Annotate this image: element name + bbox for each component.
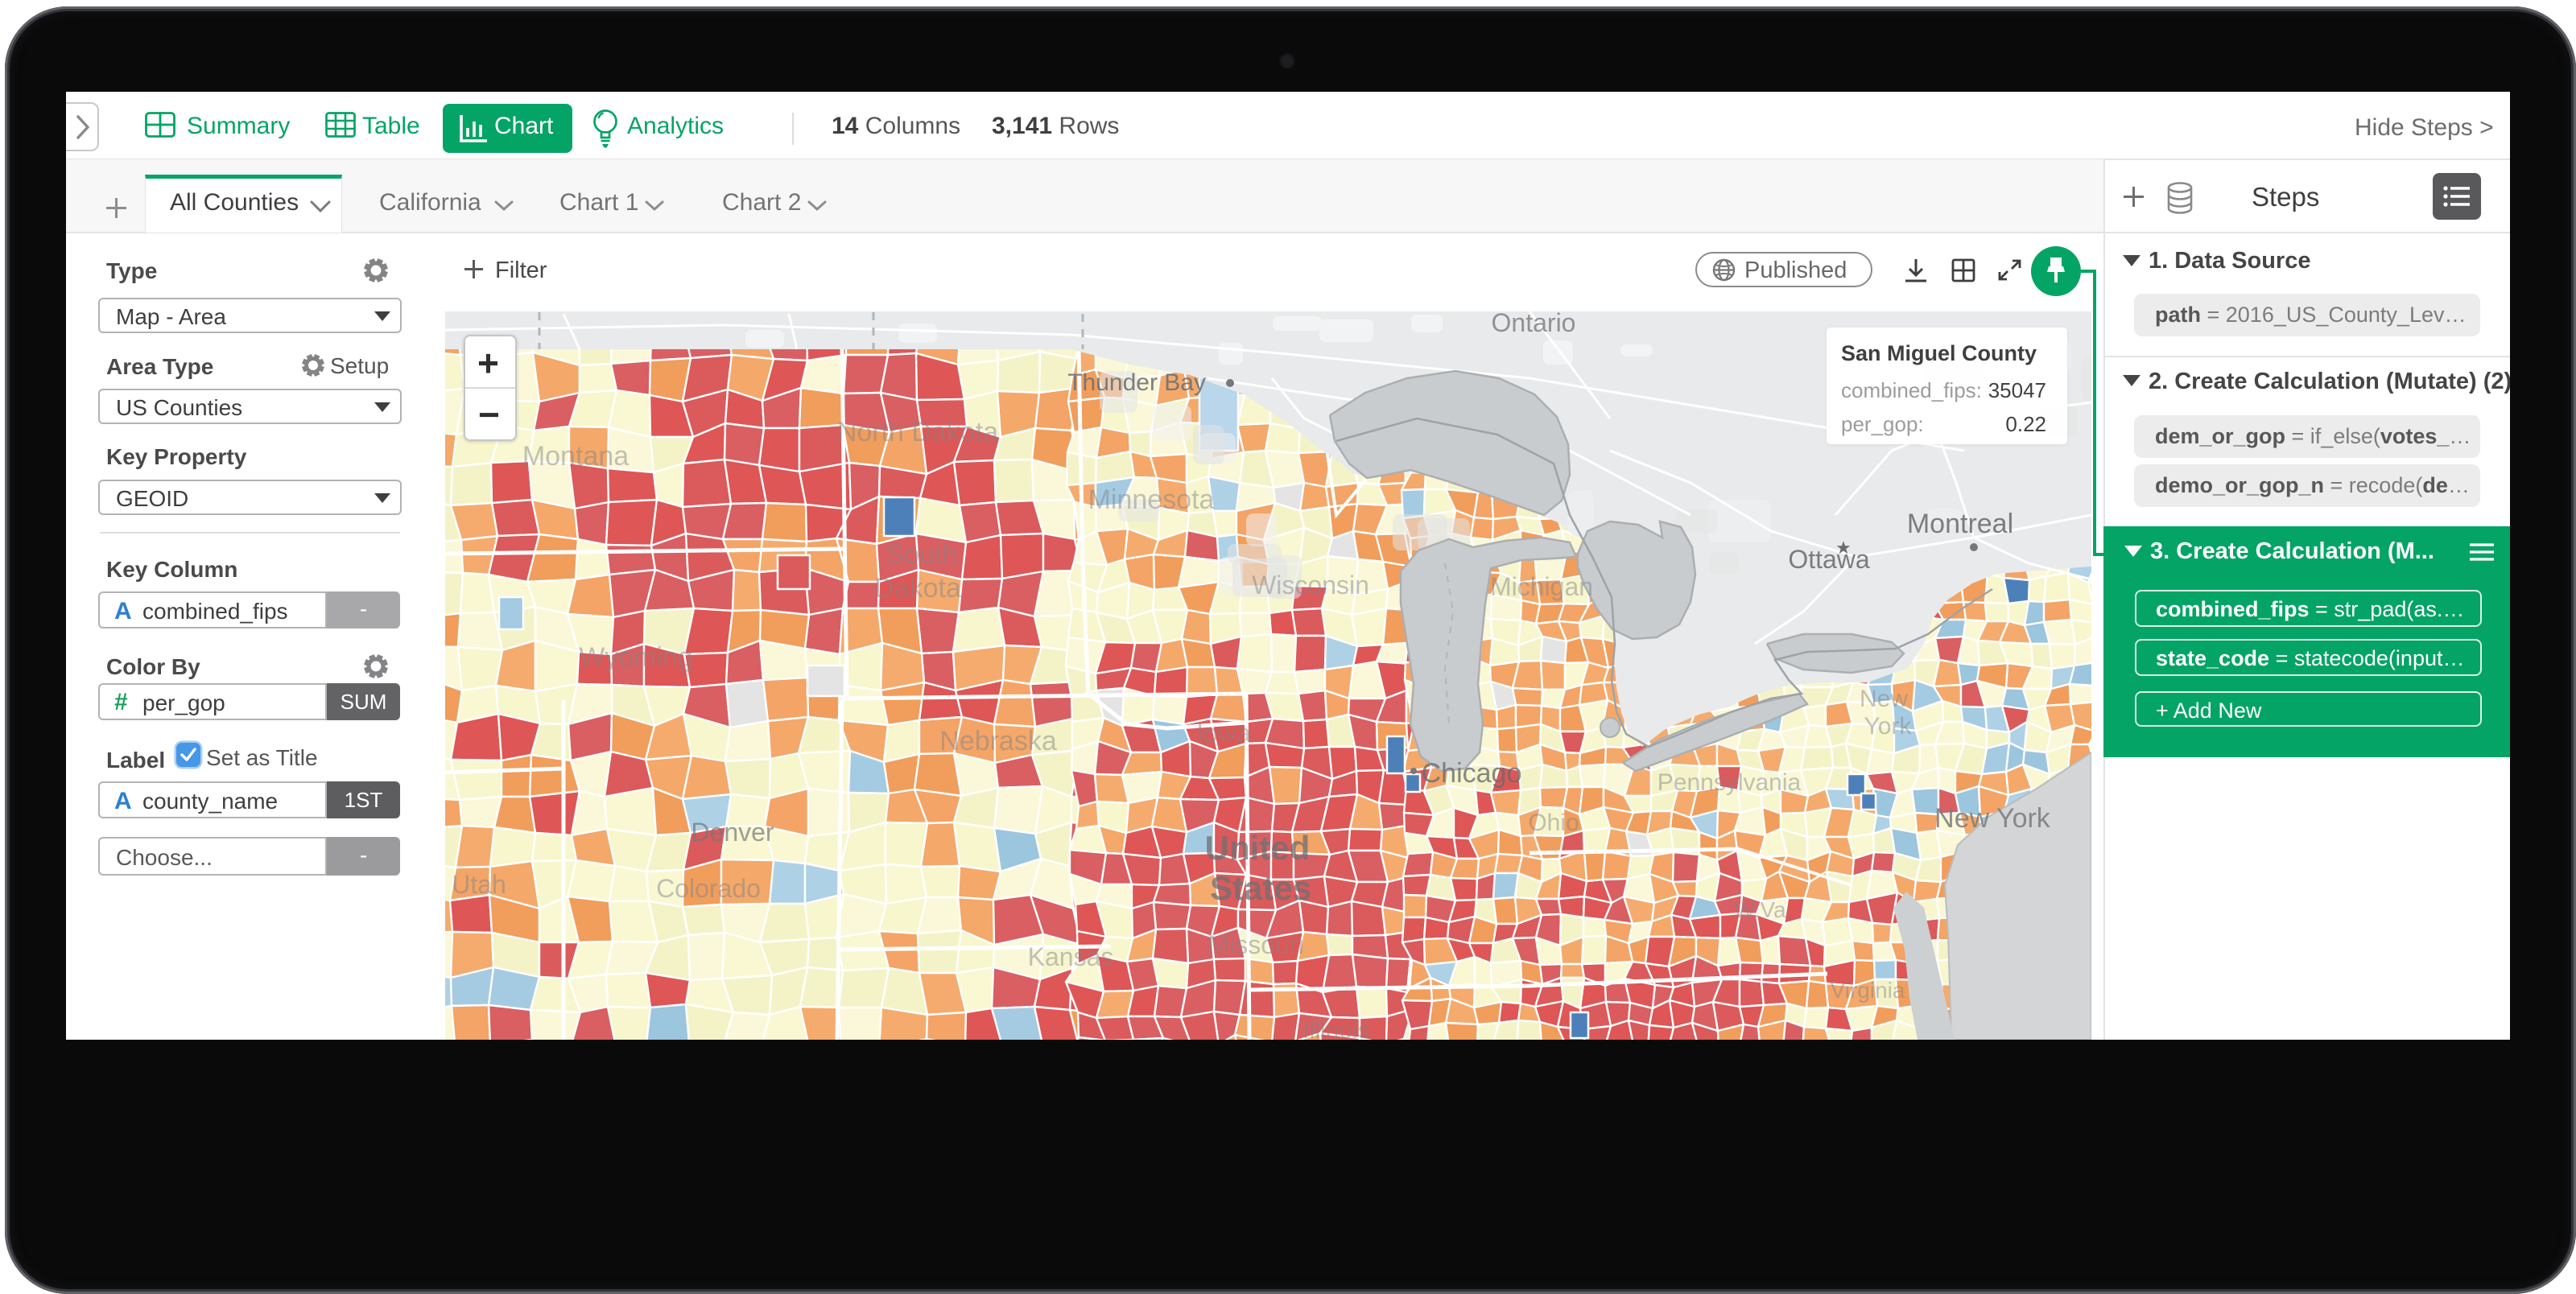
svg-text:States: States <box>1210 869 1311 907</box>
svg-text:New: New <box>1860 686 1908 712</box>
svg-text:W.Va.: W.Va. <box>1734 897 1793 922</box>
svg-text:New York: New York <box>1934 803 2051 834</box>
svg-text:Virginia: Virginia <box>1831 978 1905 1003</box>
svg-text:Missouri: Missouri <box>1208 930 1303 959</box>
svg-text:★: ★ <box>1835 538 1852 558</box>
svg-text:Ontario: Ontario <box>1492 311 1576 337</box>
svg-text:Utah: Utah <box>452 870 506 899</box>
svg-text:Nebraska: Nebraska <box>939 726 1057 756</box>
svg-text:York: York <box>1864 713 1913 740</box>
svg-text:Ottawa: Ottawa <box>1788 545 1870 574</box>
svg-text:United: United <box>1205 829 1311 867</box>
svg-text:Thunder Bay: Thunder Bay <box>1067 369 1206 396</box>
svg-text:Minnesota: Minnesota <box>1088 484 1215 515</box>
svg-text:Michigan: Michigan <box>1490 572 1593 601</box>
svg-text:Dakota: Dakota <box>874 573 961 604</box>
svg-text:Ohio: Ohio <box>1528 810 1579 836</box>
svg-text:Pennsylvania: Pennsylvania <box>1657 769 1802 796</box>
svg-text:Iowa: Iowa <box>1196 719 1251 748</box>
svg-text:Chicago: Chicago <box>1422 758 1522 789</box>
svg-text:Illinois: Illinois <box>1302 1017 1369 1040</box>
svg-text:North Dakota: North Dakota <box>837 417 998 447</box>
svg-text:Denver: Denver <box>691 818 774 847</box>
svg-text:South: South <box>886 539 958 570</box>
svg-text:Wisconsin: Wisconsin <box>1252 571 1369 600</box>
svg-text:Wyoming: Wyoming <box>579 642 692 673</box>
svg-text:Kansas: Kansas <box>1028 942 1114 971</box>
svg-text:Montana: Montana <box>522 441 629 472</box>
svg-text:Montreal: Montreal <box>1907 509 2013 539</box>
svg-text:Colorado: Colorado <box>656 874 761 903</box>
